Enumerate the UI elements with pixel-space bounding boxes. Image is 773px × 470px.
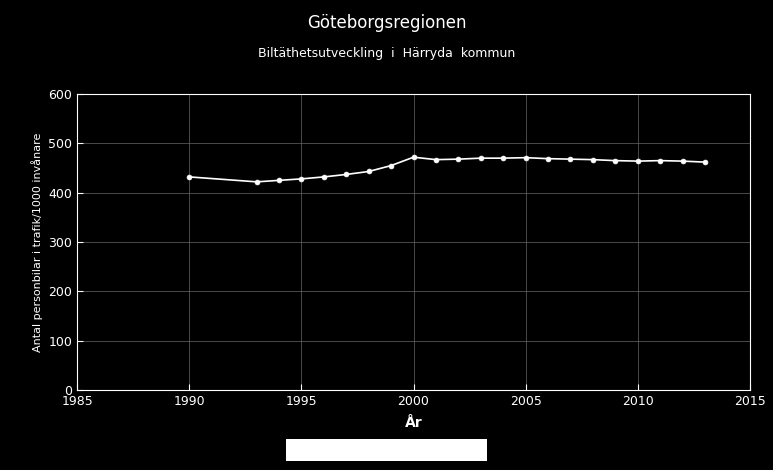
Y-axis label: Antal personbilar i trafik/1000 invånare: Antal personbilar i trafik/1000 invånare: [31, 133, 43, 352]
Text: Biltäthetsutveckling  i  Härryda  kommun: Biltäthetsutveckling i Härryda kommun: [258, 47, 515, 60]
X-axis label: År: År: [405, 416, 422, 431]
Text: Göteborgsregionen: Göteborgsregionen: [307, 14, 466, 32]
